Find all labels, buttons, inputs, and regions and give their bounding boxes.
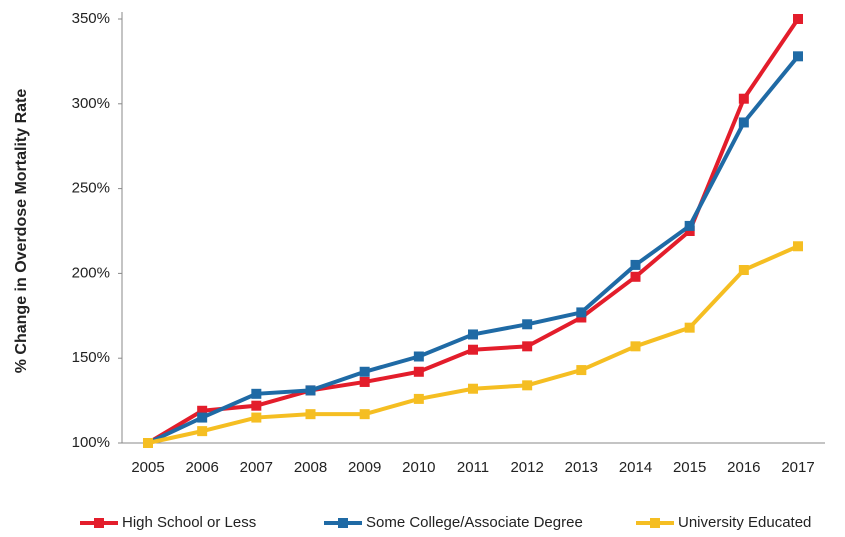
legend-label: High School or Less — [122, 514, 256, 531]
x-tick-label: 2007 — [240, 459, 273, 476]
y-tick-label: 300% — [72, 95, 110, 112]
x-tick-label: 2010 — [402, 459, 435, 476]
point-marker — [630, 271, 641, 282]
point-marker — [468, 383, 478, 394]
point-marker — [305, 409, 316, 420]
point-marker — [576, 365, 587, 376]
point-marker — [738, 265, 749, 276]
point-marker — [522, 380, 533, 391]
point-marker — [251, 412, 262, 423]
x-tick-label: 2006 — [185, 459, 218, 476]
point-marker — [738, 93, 749, 104]
x-tick-label: 2009 — [348, 459, 381, 476]
legend-label: University Educated — [678, 514, 811, 531]
point-marker — [413, 351, 424, 362]
point-marker — [738, 117, 749, 128]
legend-swatch-marker — [338, 518, 348, 528]
point-marker — [359, 409, 370, 420]
x-tick-label: 2013 — [565, 459, 598, 476]
point-marker — [576, 307, 587, 318]
point-marker — [522, 341, 533, 352]
x-tick-label: 2015 — [673, 459, 706, 476]
point-marker — [630, 259, 641, 270]
x-tick-label: 2005 — [131, 459, 164, 476]
legend-swatch-marker — [94, 518, 104, 528]
point-marker — [684, 226, 695, 236]
point-marker — [197, 426, 208, 437]
point-marker — [576, 312, 587, 323]
point-marker — [143, 438, 153, 448]
x-tick-label: 2011 — [457, 459, 489, 476]
y-tick-label: 350% — [72, 10, 110, 27]
point-marker — [197, 405, 208, 416]
point-marker — [630, 341, 641, 352]
y-tick-label: 250% — [72, 180, 110, 197]
point-marker — [793, 241, 803, 252]
y-tick-label: 200% — [72, 264, 110, 281]
point-marker — [251, 400, 262, 411]
x-tick-label: 2016 — [727, 459, 760, 476]
x-tick-label: 2014 — [619, 459, 652, 476]
series-line — [146, 17, 800, 445]
point-marker — [793, 51, 803, 62]
y-axis-title: % Change in Overdose Mortality Rate — [13, 89, 30, 374]
point-marker — [305, 385, 316, 396]
point-marker — [522, 319, 533, 330]
point-marker — [684, 220, 695, 231]
point-marker — [359, 376, 370, 387]
point-marker — [684, 322, 695, 333]
point-marker — [413, 366, 424, 377]
x-tick-label: 2008 — [294, 459, 327, 476]
point-marker — [197, 412, 208, 423]
point-marker — [359, 366, 370, 377]
point-marker — [413, 393, 424, 404]
legend-swatch-marker — [650, 518, 660, 528]
series-line — [147, 244, 799, 445]
point-marker — [468, 329, 478, 340]
y-tick-label: 150% — [72, 349, 110, 366]
x-tick-label: 2012 — [510, 459, 543, 476]
y-tick-label: 100% — [72, 434, 110, 451]
point-marker — [468, 344, 478, 355]
x-tick-label: 2017 — [781, 459, 814, 476]
point-marker — [251, 388, 262, 399]
point-marker — [793, 14, 803, 24]
legend-label: Some College/Associate Degree — [366, 514, 583, 531]
